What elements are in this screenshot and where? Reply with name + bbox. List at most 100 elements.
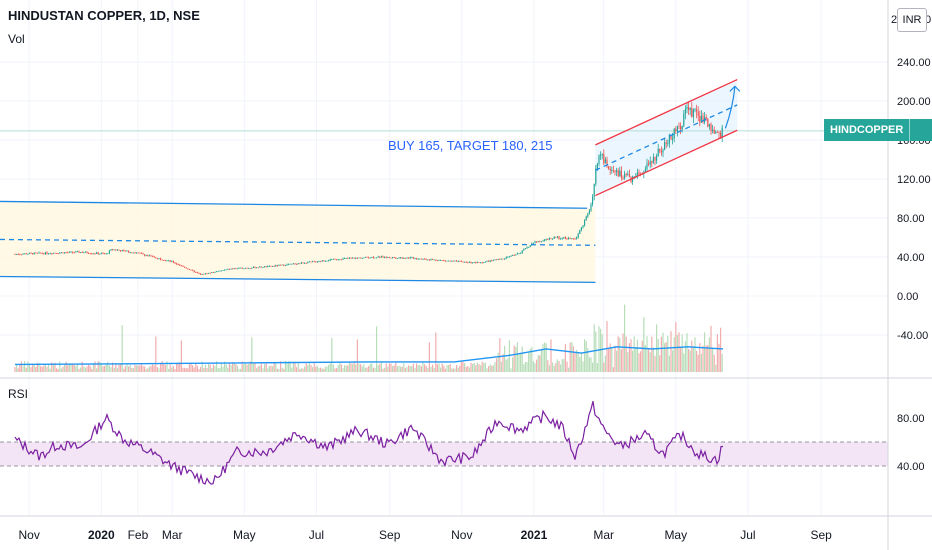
candle-body xyxy=(502,258,504,260)
candle-body xyxy=(472,262,474,264)
volume-bar xyxy=(14,367,16,372)
volume-bar xyxy=(414,367,416,372)
volume-bar xyxy=(606,321,608,372)
candle-body xyxy=(545,239,547,240)
volume-bar xyxy=(452,368,454,372)
volume-bar xyxy=(228,362,230,372)
volume-bar xyxy=(616,350,618,372)
candle-body xyxy=(601,154,603,156)
candle-body xyxy=(536,241,538,243)
volume-bar xyxy=(142,365,144,372)
candle-body xyxy=(36,252,38,254)
volume-bar xyxy=(667,335,669,372)
candle-body xyxy=(622,177,624,179)
volume-bar xyxy=(329,363,331,372)
range-channel-fill xyxy=(0,79,888,283)
candle-body xyxy=(105,253,107,255)
candle-body xyxy=(56,253,58,254)
candle-body xyxy=(478,262,480,264)
volume-bar xyxy=(480,365,482,372)
candle-body xyxy=(372,256,374,258)
volume-bar xyxy=(678,332,680,372)
volume-bar xyxy=(73,364,75,372)
currency-button[interactable]: INR xyxy=(897,8,927,32)
volume-bar xyxy=(110,367,112,372)
volume-bar xyxy=(488,366,490,372)
volume-bar xyxy=(718,343,720,372)
candle-body xyxy=(406,257,408,259)
candle-body xyxy=(510,255,512,257)
candle-body xyxy=(238,267,240,269)
candle-body xyxy=(321,260,323,262)
volume-bar xyxy=(582,361,584,372)
candle-body xyxy=(17,254,19,255)
candle-body xyxy=(524,248,526,250)
volume-bar xyxy=(377,365,379,372)
time-tick-label: Sep xyxy=(379,528,401,542)
candle-body xyxy=(686,106,688,109)
volume-bar xyxy=(568,367,570,372)
candle-body xyxy=(616,170,618,173)
volume-bar xyxy=(129,364,131,372)
volume-bar xyxy=(182,367,184,372)
candle-body xyxy=(236,268,238,270)
volume-bar xyxy=(393,365,395,372)
candle-body xyxy=(80,252,82,253)
time-tick-label: Nov xyxy=(451,528,472,542)
candle-body xyxy=(284,265,286,267)
candle-body xyxy=(318,261,320,263)
volume-bar xyxy=(443,365,445,372)
candle-body xyxy=(371,256,373,258)
volume-bar xyxy=(209,364,211,372)
chart-title: HINDUSTAN COPPER, 1D, NSE xyxy=(8,8,200,23)
candle-body xyxy=(550,238,552,240)
volume-bar xyxy=(702,345,704,372)
volume-bar xyxy=(633,336,635,372)
volume-bar xyxy=(17,368,19,372)
volume-bar xyxy=(137,365,139,372)
candle-body xyxy=(192,269,194,271)
volume-bar xyxy=(579,356,581,372)
candle-body xyxy=(505,257,507,259)
volume-bar xyxy=(649,352,651,372)
volume-bar xyxy=(20,361,22,372)
volume-bar xyxy=(684,341,686,372)
candle-body xyxy=(464,261,466,263)
candle-body xyxy=(224,269,226,271)
candle-body xyxy=(16,254,18,255)
volume-bar xyxy=(638,353,640,372)
candle-body xyxy=(648,163,650,165)
candle-body xyxy=(424,258,426,260)
candle-body xyxy=(523,249,525,251)
volume-bar xyxy=(30,367,32,372)
volume-bar xyxy=(620,349,622,372)
volume-bar xyxy=(529,348,531,372)
volume-bar xyxy=(116,368,118,372)
volume-bar xyxy=(465,366,467,372)
candle-body xyxy=(521,250,523,254)
volume-bar xyxy=(388,363,390,372)
candle-body xyxy=(145,255,147,257)
volume-bar xyxy=(454,368,456,372)
candle-body xyxy=(121,250,123,252)
candle-body xyxy=(446,260,448,262)
volume-bar xyxy=(438,363,440,372)
candle-body xyxy=(460,261,462,262)
volume-bar xyxy=(544,342,546,372)
volume-bar xyxy=(161,361,163,372)
candle-body xyxy=(489,260,491,262)
candle-body xyxy=(462,261,464,263)
volume-bar xyxy=(144,366,146,372)
volume-bar xyxy=(681,334,683,372)
candle-body xyxy=(75,251,77,253)
volume-bar xyxy=(385,363,387,372)
volume-bar xyxy=(497,352,499,372)
volume-bar xyxy=(257,366,259,372)
volume-bar xyxy=(563,358,565,372)
volume-bar xyxy=(467,366,469,372)
candle-body xyxy=(347,258,349,259)
volume-bar xyxy=(427,367,429,372)
candle-body xyxy=(657,148,659,157)
volume-bar xyxy=(280,361,282,372)
volume-bar xyxy=(112,362,114,372)
